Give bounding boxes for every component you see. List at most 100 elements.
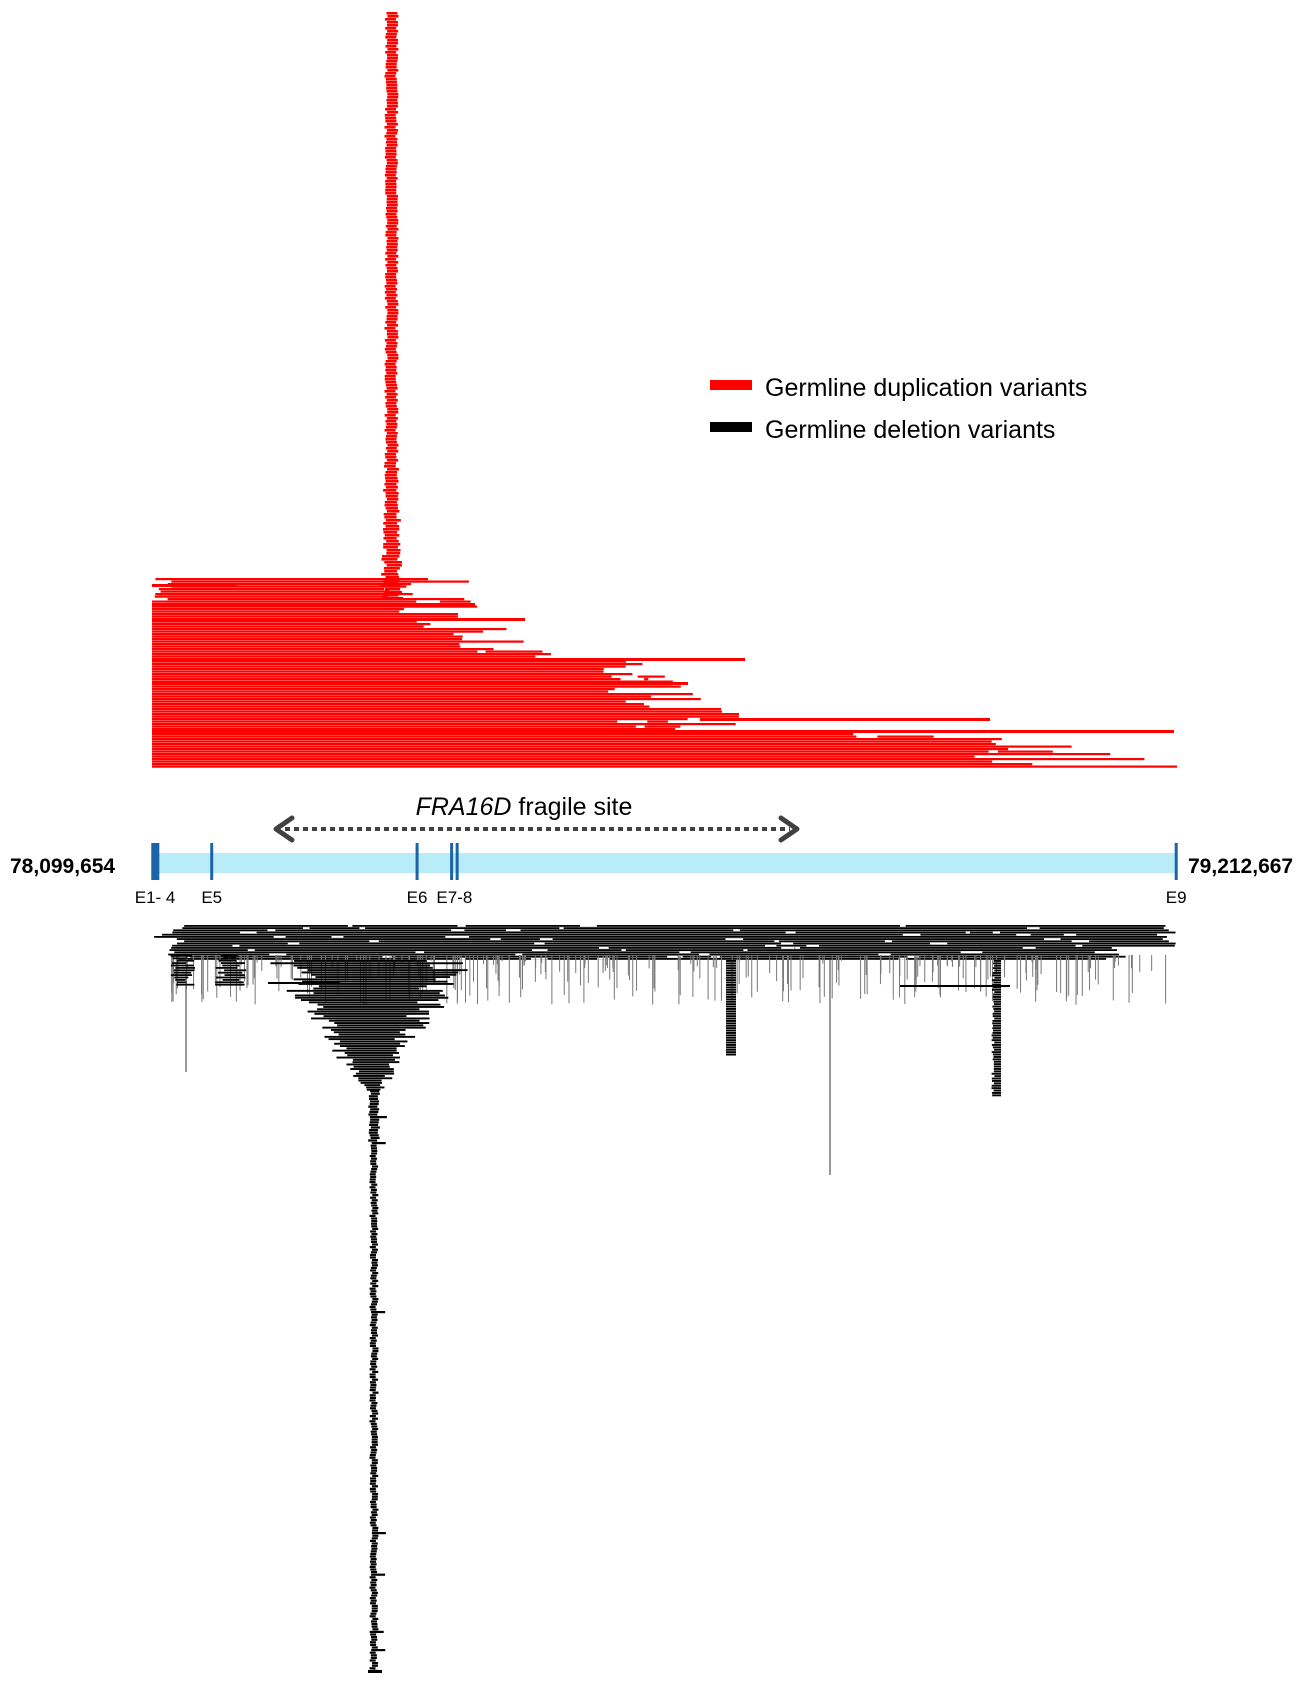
duplication-variant [384, 75, 396, 78]
duplication-variant [387, 255, 399, 258]
duplication-variant [385, 120, 397, 123]
duplication-variant [387, 324, 399, 327]
deletion-variant [371, 1571, 378, 1574]
deletion-variant [993, 1068, 1001, 1070]
deletion-gap [898, 958, 907, 960]
deletion-gap [451, 929, 465, 932]
deletion-variant [372, 1378, 379, 1381]
deletion-gap [451, 936, 470, 938]
duplication-variant [385, 186, 397, 189]
duplication-variant [385, 234, 397, 237]
deletion-variant [176, 983, 195, 986]
deletion-variant [371, 1607, 378, 1610]
deletion-variant [370, 1643, 377, 1646]
duplication-variant [386, 87, 398, 90]
deletion-variant [992, 1032, 1001, 1034]
deletion-variant [370, 1269, 377, 1272]
duplication-variant [384, 348, 396, 351]
duplication-variant [386, 549, 401, 552]
deletion-variant [339, 1045, 405, 1047]
deletion-variant [372, 1298, 379, 1301]
duplication-variant [152, 628, 507, 631]
deletion-variant [372, 1227, 379, 1230]
duplication-variant [385, 231, 397, 234]
deletion-variant [726, 1024, 736, 1027]
deletion-variant [371, 1243, 378, 1246]
deletion-variant [993, 1089, 1001, 1092]
deletion-variant [168, 953, 1119, 956]
deletion-gap [781, 947, 795, 949]
deletion-variant [369, 1186, 376, 1189]
duplication-variant [152, 603, 475, 606]
deletion-variant [358, 1077, 393, 1080]
duplication-variant [383, 579, 400, 582]
deletion-variant [369, 1344, 376, 1347]
deletion-variant [370, 1339, 377, 1342]
deletion-variant [368, 1113, 378, 1116]
deletion-variant [370, 1235, 377, 1238]
deletion-variant [369, 1597, 376, 1600]
deletion-variant [370, 1108, 380, 1111]
deletion-variants [154, 925, 1176, 1673]
duplication-variant [383, 489, 397, 492]
duplication-variant [160, 590, 390, 593]
duplication-variant [385, 78, 397, 81]
duplication-variant [152, 710, 723, 713]
legend-swatch-deletion [710, 422, 752, 432]
deletion-variant [370, 1230, 377, 1233]
deletion-variant [370, 1386, 377, 1389]
deletion-variant [371, 1469, 378, 1472]
duplication-variant [152, 673, 633, 676]
deletion-variant [369, 1456, 376, 1459]
deletion-variant [369, 1394, 376, 1397]
deletion-variant [993, 1056, 1001, 1058]
duplication-variant [386, 564, 402, 567]
deletion-variant [366, 1086, 385, 1089]
duplication-variant [386, 423, 398, 426]
deletion-variant [172, 931, 1176, 934]
deletion-variant [154, 936, 1167, 938]
deletion-variant [991, 1087, 1001, 1090]
deletion-variant [297, 966, 433, 969]
deletion-variant [339, 1040, 408, 1043]
deletion-variant [726, 962, 736, 965]
duplication-variant [383, 567, 400, 570]
exon-markers [151, 843, 1178, 880]
duplication-variant [387, 48, 399, 51]
duplication-variant [152, 655, 536, 658]
deletion-variant [370, 1656, 377, 1659]
deletion-variant [369, 1602, 376, 1605]
deletion-variant [170, 955, 192, 957]
deletion-variant [369, 1368, 376, 1371]
deletion-variant [346, 1063, 389, 1066]
deletion-variant [371, 1313, 378, 1316]
deletion-variant [370, 1654, 377, 1657]
duplication-variant [440, 600, 471, 603]
deletion-variant [993, 993, 1001, 996]
duplication-variant [384, 591, 403, 594]
duplication-variant [384, 339, 396, 342]
deletion-variant [370, 1503, 377, 1506]
deletion-variant [900, 985, 1010, 987]
duplication-variant [152, 705, 650, 708]
deletion-variant [352, 1058, 396, 1061]
duplication-variant [152, 690, 609, 693]
deletion-variant [726, 1008, 736, 1010]
deletion-variant [371, 1435, 378, 1438]
deletion-variant [726, 1022, 736, 1025]
deletion-variant [317, 1003, 441, 1006]
deletion-variant [991, 979, 1001, 982]
deletion-variant [368, 1105, 378, 1108]
deletion-variant [369, 1121, 379, 1124]
deletion-variant [372, 1617, 379, 1620]
deletion-gap [667, 955, 683, 958]
duplication-variant [385, 477, 398, 480]
deletion-gap [287, 942, 300, 945]
deletion-variant [175, 979, 186, 981]
duplication-variant [152, 698, 701, 701]
duplication-variant [381, 573, 399, 576]
deletion-variant [336, 1056, 401, 1059]
duplication-variant [386, 240, 398, 243]
deletion-gap [774, 940, 780, 943]
duplication-variant [386, 270, 398, 273]
